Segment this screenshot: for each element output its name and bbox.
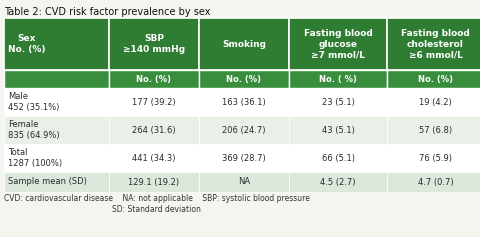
Bar bbox=[4, 172, 109, 192]
Bar bbox=[199, 88, 289, 116]
Text: 76 (5.9): 76 (5.9) bbox=[419, 154, 452, 163]
Bar bbox=[387, 172, 480, 192]
Text: 4.5 (2.7): 4.5 (2.7) bbox=[320, 178, 356, 187]
Bar bbox=[387, 18, 480, 70]
Bar bbox=[387, 70, 480, 88]
Bar bbox=[4, 144, 109, 172]
Bar bbox=[289, 116, 387, 144]
Text: SBP
≥140 mmHg: SBP ≥140 mmHg bbox=[123, 34, 185, 54]
Bar bbox=[109, 18, 199, 70]
Bar bbox=[289, 18, 387, 70]
Text: Smoking: Smoking bbox=[222, 40, 266, 49]
Text: 369 (28.7): 369 (28.7) bbox=[222, 154, 266, 163]
Text: 43 (5.1): 43 (5.1) bbox=[322, 126, 354, 135]
Text: NA: NA bbox=[238, 178, 250, 187]
Bar bbox=[199, 70, 289, 88]
Text: Sex
No. (%): Sex No. (%) bbox=[8, 34, 46, 54]
Text: 4.7 (0.7): 4.7 (0.7) bbox=[418, 178, 453, 187]
Text: No. (%): No. (%) bbox=[227, 74, 262, 83]
Bar bbox=[199, 18, 289, 70]
Text: 177 (39.2): 177 (39.2) bbox=[132, 97, 176, 106]
Bar bbox=[199, 144, 289, 172]
Text: 23 (5.1): 23 (5.1) bbox=[322, 97, 354, 106]
Text: No. ( %): No. ( %) bbox=[319, 74, 357, 83]
Bar bbox=[109, 172, 199, 192]
Text: Table 2: CVD risk factor prevalence by sex: Table 2: CVD risk factor prevalence by s… bbox=[4, 7, 211, 17]
Bar bbox=[289, 172, 387, 192]
Text: Sample mean (SD): Sample mean (SD) bbox=[8, 178, 87, 187]
Text: Fasting blood
cholesterol
≥6 mmol/L: Fasting blood cholesterol ≥6 mmol/L bbox=[401, 29, 470, 59]
Bar bbox=[387, 88, 480, 116]
Text: 57 (6.8): 57 (6.8) bbox=[419, 126, 452, 135]
Bar bbox=[199, 172, 289, 192]
Text: 206 (24.7): 206 (24.7) bbox=[222, 126, 266, 135]
Bar bbox=[109, 116, 199, 144]
Text: 441 (34.3): 441 (34.3) bbox=[132, 154, 176, 163]
Text: 163 (36.1): 163 (36.1) bbox=[222, 97, 266, 106]
Bar bbox=[4, 88, 109, 116]
Text: CVD: cardiovascular disease    NA: not applicable    SBP: systolic blood pressur: CVD: cardiovascular disease NA: not appl… bbox=[4, 194, 310, 214]
Bar bbox=[289, 70, 387, 88]
Text: No. (%): No. (%) bbox=[136, 74, 171, 83]
Bar bbox=[199, 116, 289, 144]
Text: Male
452 (35.1%): Male 452 (35.1%) bbox=[8, 92, 60, 112]
Bar bbox=[387, 116, 480, 144]
Bar bbox=[4, 70, 109, 88]
Bar bbox=[109, 144, 199, 172]
Text: Female
835 (64.9%): Female 835 (64.9%) bbox=[8, 120, 60, 140]
Bar bbox=[109, 70, 199, 88]
Bar bbox=[4, 18, 109, 70]
Bar bbox=[289, 144, 387, 172]
Text: Fasting blood
glucose
≥7 mmol/L: Fasting blood glucose ≥7 mmol/L bbox=[304, 29, 372, 59]
Bar bbox=[289, 88, 387, 116]
Text: 264 (31.6): 264 (31.6) bbox=[132, 126, 176, 135]
Text: No. (%): No. (%) bbox=[418, 74, 453, 83]
Bar bbox=[4, 116, 109, 144]
Bar bbox=[387, 144, 480, 172]
Text: 19 (4.2): 19 (4.2) bbox=[419, 97, 452, 106]
Text: Total
1287 (100%): Total 1287 (100%) bbox=[8, 148, 62, 168]
Text: 66 (5.1): 66 (5.1) bbox=[322, 154, 355, 163]
Bar bbox=[109, 88, 199, 116]
Text: 129.1 (19.2): 129.1 (19.2) bbox=[129, 178, 180, 187]
